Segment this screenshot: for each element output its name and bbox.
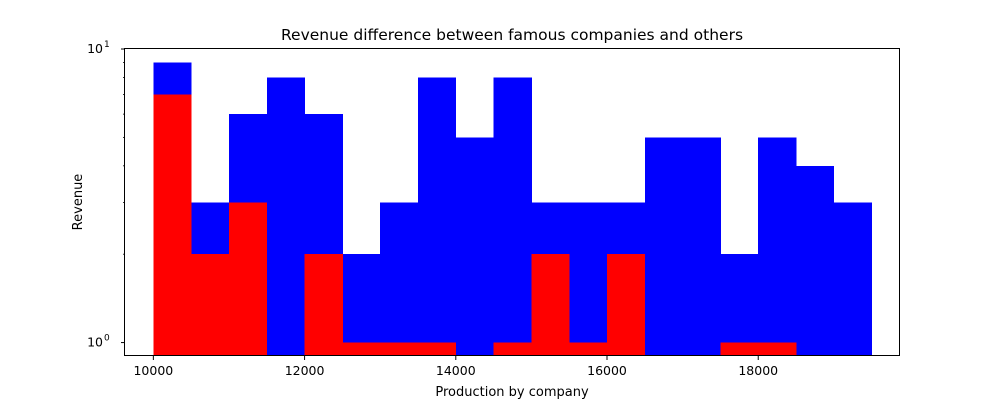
bar-series2-bin3 (228, 202, 268, 356)
bar-series1-bin14 (644, 137, 684, 356)
y-tick-label: 10 (87, 335, 103, 350)
x-tick-label: 16000 (587, 363, 627, 378)
y-tick-exponent: 0 (104, 334, 110, 344)
bar-series2-bin1 (153, 94, 192, 356)
bar-series1-bin15 (682, 137, 721, 356)
bar-series1-bin16 (720, 254, 759, 356)
bar-series1-bin7 (380, 202, 419, 356)
bar-series2-bin8 (417, 342, 457, 356)
bar-series2-bin16 (720, 342, 759, 356)
bar-series2-bin6 (342, 342, 381, 356)
bar-series1-bin12 (569, 202, 608, 356)
x-tick-label: 12000 (285, 363, 325, 378)
x-axis-label: Production by company (435, 385, 589, 400)
y-tick-exponent: 1 (104, 40, 110, 50)
chart-title: Revenue difference between famous compan… (281, 26, 743, 44)
y-tick-label: 10 (87, 41, 103, 56)
bar-series2-bin7 (380, 342, 419, 356)
bars-layer (153, 62, 873, 357)
bar-series2-bin2 (191, 254, 230, 356)
bar-series2-bin17 (758, 342, 797, 356)
bar-series1-bin19 (833, 202, 873, 356)
bar-series1-bin8 (417, 77, 457, 357)
bar-series1-bin4 (266, 77, 305, 357)
x-tick-label: 18000 (738, 363, 778, 378)
bar-series2-bin10 (493, 342, 532, 356)
bar-series1-bin6 (342, 254, 381, 356)
bar-series1-bin18 (796, 165, 835, 356)
x-tick-label: 10000 (133, 363, 173, 378)
bar-series2-bin5 (304, 254, 343, 356)
bar-series2-bin11 (531, 254, 570, 356)
bar-series1-bin10 (493, 77, 532, 357)
plot-frame (124, 48, 900, 356)
bar-series2-bin13 (607, 254, 646, 356)
bar-series1-bin9 (455, 137, 494, 356)
x-tick-label: 14000 (436, 363, 476, 378)
y-axis-label: Revenue (71, 174, 86, 231)
bar-series1-bin17 (758, 137, 797, 356)
bar-series2-bin12 (569, 342, 608, 356)
